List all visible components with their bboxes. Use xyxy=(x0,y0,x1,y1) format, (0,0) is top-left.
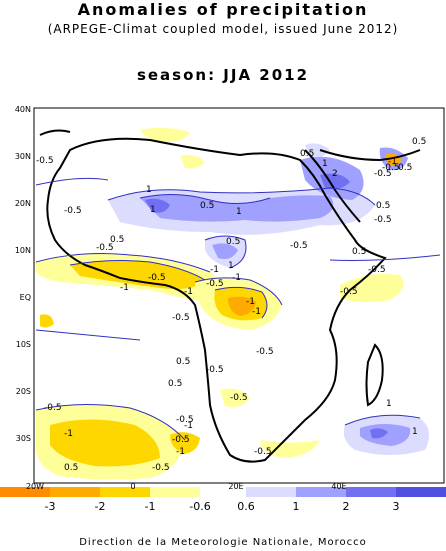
lat-tick: 10N xyxy=(15,246,31,255)
contour-label: -0.5 xyxy=(206,365,224,375)
contour-label: -0.5 xyxy=(64,206,82,216)
colorbar-label: -0.6 xyxy=(189,500,210,513)
contour-label: -0.5 xyxy=(172,435,190,445)
lon-tick: 40E xyxy=(331,482,346,491)
contour-label: 0.5 xyxy=(352,247,366,257)
colorbar-swatch xyxy=(346,487,396,497)
coastline xyxy=(39,129,421,463)
contour-label: 0.5 xyxy=(412,137,426,147)
contour-label: -1 xyxy=(246,297,255,307)
season-label: season: JJA 2012 xyxy=(136,66,310,84)
contour-label: -1 xyxy=(184,287,193,297)
contour-labels: -0.5 -0.5 -0.5 -0.5 -1 -1 -1 -1 -0.5 0.5… xyxy=(36,137,426,473)
contour-label: -0.5 xyxy=(230,393,248,403)
lat-tick: 30S xyxy=(16,434,31,443)
colorbar-label: 1 xyxy=(293,500,300,513)
colorbar-swatch xyxy=(0,487,50,497)
contour-label: -1 xyxy=(176,447,185,457)
contour-label: -1 xyxy=(210,265,219,275)
lat-tick: 10S xyxy=(16,340,31,349)
contour-label: 1 xyxy=(322,159,328,169)
contour-label: -0.5 xyxy=(176,415,194,425)
contour-label: 1 xyxy=(146,185,152,195)
contour-label: 0.5 xyxy=(300,149,314,159)
lon-tick: 20W xyxy=(26,482,44,491)
contour-label: -0.5 xyxy=(96,243,114,253)
colorbar xyxy=(0,487,446,497)
contour-label: 2 xyxy=(332,169,338,179)
lat-tick: 40N xyxy=(15,105,31,114)
contour-label: -0.5 xyxy=(254,447,272,457)
contour-label: 0.5 xyxy=(176,357,190,367)
colorbar-swatch xyxy=(246,487,296,497)
lon-tick: 0 xyxy=(130,482,135,491)
longitude-axis: 20W 0 20E 40E xyxy=(26,482,347,491)
contour-label: 1 xyxy=(150,205,156,215)
colorbar-label: -1 xyxy=(145,500,156,513)
colorbar-swatch xyxy=(150,487,200,497)
contour-label: 1 xyxy=(386,399,392,409)
contour-label: -0.5 xyxy=(206,279,224,289)
contour-label: -0.5 xyxy=(152,463,170,473)
footer-credit: Direction de la Meteorologie Nationale, … xyxy=(79,537,367,548)
contour-label: 0.5 xyxy=(200,201,214,211)
contour-label: -0.5 xyxy=(340,287,358,297)
contour-label: 0.5 xyxy=(64,463,78,473)
latitude-axis: 40N 30N 20N 10N EQ 10S 20S 30S xyxy=(15,105,31,443)
contour-label: 1 xyxy=(228,261,234,271)
lat-tick: 30N xyxy=(15,152,31,161)
contour-label: -0.5 xyxy=(44,403,62,413)
contour-label: -0.5 xyxy=(172,313,190,323)
contour-label: 0.5 xyxy=(226,237,240,247)
contour-label: 0.5 xyxy=(110,235,124,245)
colorbar-swatch xyxy=(296,487,346,497)
colorbar-label: 2 xyxy=(343,500,350,513)
colorbar-swatch xyxy=(200,487,246,497)
contour-label: -0.5 xyxy=(148,273,166,283)
lat-tick: EQ xyxy=(20,293,31,302)
contour-label: 0.5 xyxy=(376,201,390,211)
colorbar-swatch xyxy=(396,487,446,497)
lon-tick: 20E xyxy=(228,482,243,491)
contour-label: -0.5 xyxy=(374,169,392,179)
contour-lines xyxy=(35,177,441,441)
contour-label: 1 xyxy=(412,427,418,437)
colorbar-label: 0.6 xyxy=(237,500,255,513)
contour-label: 0.5 xyxy=(398,163,412,173)
contour-label: -1 xyxy=(232,273,241,283)
colorbar-labels: -3 -2 -1 -0.6 0.6 1 2 3 xyxy=(45,500,400,513)
contour-label: -1 xyxy=(64,429,73,439)
contour-label: 0.5 xyxy=(168,379,182,389)
lat-tick: 20S xyxy=(16,387,31,396)
contour-label: -0.5 xyxy=(256,347,274,357)
contour-label: -0.5 xyxy=(374,215,392,225)
contour-label: -0.5 xyxy=(382,163,400,173)
contour-label: -0.5 xyxy=(368,265,386,275)
contour-label: -1 xyxy=(184,421,193,431)
contour-label: -1 xyxy=(252,307,261,317)
colorbar-swatch xyxy=(50,487,100,497)
contour-label: -0.5 xyxy=(36,156,54,166)
map-subtitle: (ARPEGE-Climat coupled model, issued Jun… xyxy=(47,22,399,36)
colorbar-swatch xyxy=(100,487,150,497)
colorbar-label: -2 xyxy=(95,500,106,513)
colorbar-label: -3 xyxy=(45,500,56,513)
lat-tick: 20N xyxy=(15,199,31,208)
wet-anomaly-regions xyxy=(108,143,429,455)
contour-label: -0.5 xyxy=(290,241,308,251)
contour-label: -1 xyxy=(120,283,129,293)
colorbar-label: 3 xyxy=(393,500,400,513)
contour-label: -1 xyxy=(388,157,397,167)
contour-label: 1 xyxy=(236,207,242,217)
map-title: Anomalies of precipitation xyxy=(77,0,369,19)
